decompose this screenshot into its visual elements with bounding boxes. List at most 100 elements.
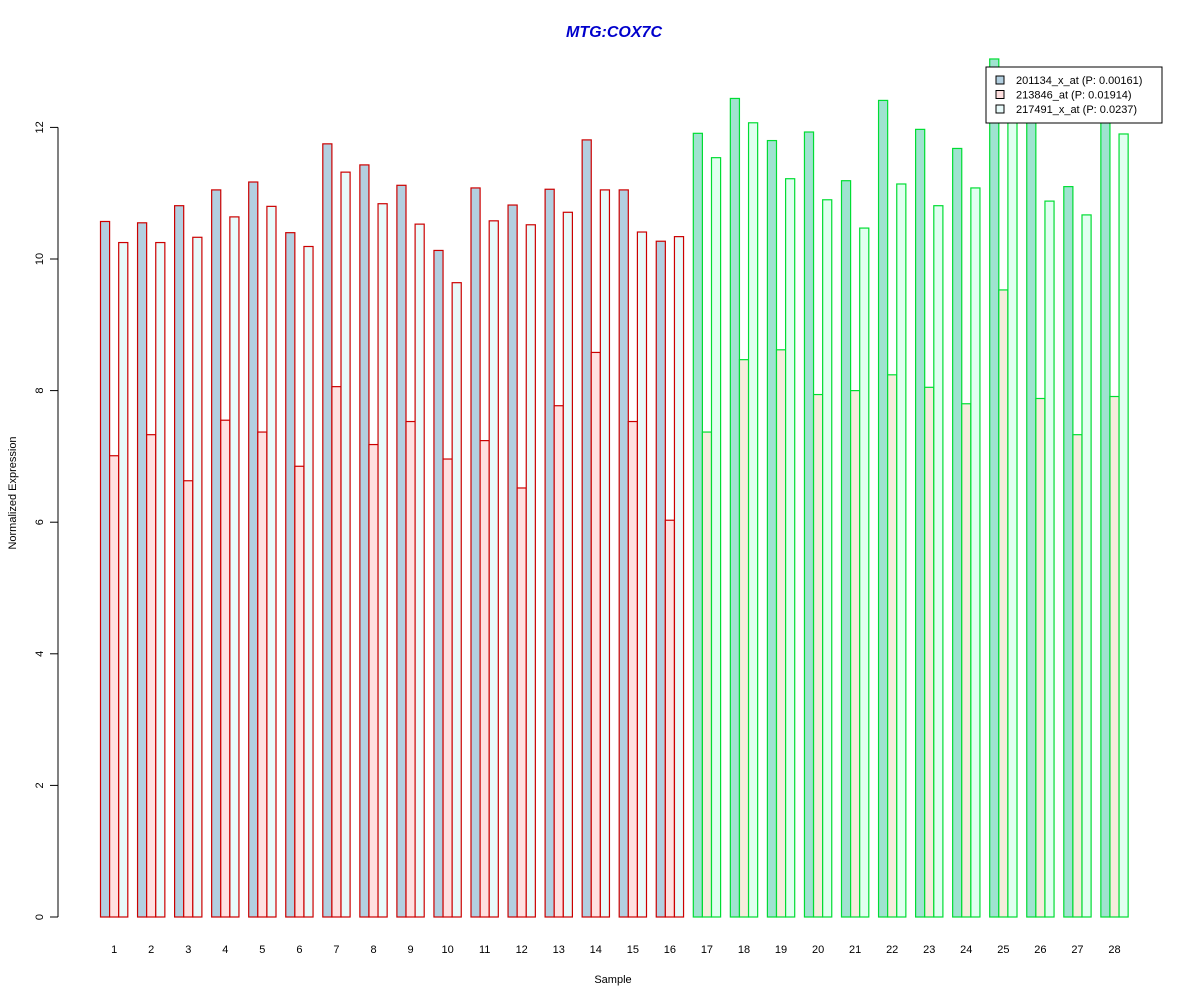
bar	[488, 220, 499, 918]
bar	[433, 249, 444, 918]
bar	[738, 359, 750, 918]
y-axis-label: Normalized Expression	[7, 436, 19, 549]
bar	[248, 181, 259, 918]
bar	[303, 245, 314, 918]
bar	[266, 205, 277, 918]
bar	[118, 241, 129, 918]
legend-swatch	[995, 104, 1005, 114]
bar	[896, 183, 907, 918]
bar	[229, 216, 240, 918]
bar	[655, 240, 666, 918]
bar	[1081, 214, 1092, 918]
x-tick-label: 9	[407, 944, 413, 956]
bar	[396, 184, 407, 918]
bar	[840, 180, 852, 918]
y-tick-label: 2	[34, 782, 46, 788]
bar	[507, 204, 518, 918]
x-tick-label: 15	[627, 944, 639, 956]
bar	[108, 455, 120, 918]
bar	[729, 97, 741, 918]
y-axis: 0 2 4 6 8 10 12	[34, 121, 59, 920]
x-tick-label: 28	[1108, 944, 1120, 956]
bar	[257, 431, 268, 918]
bar	[664, 519, 676, 918]
x-tick-label: 8	[370, 944, 376, 956]
bar	[294, 465, 305, 918]
bar	[924, 386, 935, 918]
bar	[701, 431, 713, 918]
bar	[414, 223, 425, 918]
bar	[1100, 113, 1111, 918]
bars	[99, 58, 1129, 918]
bar	[775, 349, 787, 918]
x-tick-label: 23	[923, 944, 935, 956]
bar	[989, 58, 1000, 918]
x-tick-label: 14	[590, 944, 602, 956]
bar	[1072, 434, 1083, 918]
bar	[562, 211, 573, 918]
bar	[961, 403, 972, 918]
x-tick-label: 13	[553, 944, 565, 956]
x-tick-label: 3	[185, 944, 191, 956]
bar	[1044, 200, 1055, 918]
x-tick-label: 1	[111, 944, 117, 956]
bar	[525, 224, 536, 918]
bar	[914, 128, 926, 918]
bar	[887, 374, 898, 918]
bar	[784, 178, 796, 918]
bar	[590, 351, 601, 918]
legend-entry: 213846_at (P: 0.01914)	[1016, 90, 1132, 102]
y-tick-label: 6	[34, 519, 46, 525]
bar	[581, 139, 592, 918]
bar	[136, 222, 148, 918]
x-tick-label: 19	[775, 944, 787, 956]
x-tick-label: 22	[886, 944, 898, 956]
bar	[1026, 113, 1037, 918]
x-tick-label: 18	[738, 944, 750, 956]
bar	[451, 282, 462, 918]
legend-entry: 201134_x_at (P: 0.00161)	[1016, 75, 1142, 87]
bar	[553, 405, 564, 918]
bar	[285, 232, 296, 918]
bar	[812, 393, 824, 918]
bar	[636, 231, 648, 918]
bar	[516, 487, 527, 918]
x-tick-label: 17	[701, 944, 713, 956]
bar	[859, 227, 870, 918]
bar	[1118, 133, 1129, 918]
bar	[174, 205, 185, 918]
bar	[970, 187, 981, 918]
bar	[933, 205, 944, 918]
bar	[183, 480, 194, 918]
bar	[470, 187, 481, 918]
bar	[331, 386, 342, 918]
x-tick-label: 10	[441, 944, 453, 956]
bar	[544, 188, 555, 918]
legend-swatch	[995, 90, 1005, 99]
x-tick-label: 12	[516, 944, 528, 956]
bar	[710, 157, 722, 918]
x-tick-label: 16	[664, 944, 676, 956]
y-tick-label: 8	[34, 388, 46, 394]
x-axis-label: Sample	[594, 974, 631, 986]
bar	[99, 220, 111, 918]
bar	[1035, 397, 1046, 918]
bar	[692, 132, 703, 918]
legend-swatch	[995, 75, 1005, 85]
x-tick-label: 27	[1071, 944, 1083, 956]
bar	[146, 434, 157, 918]
bar	[599, 189, 611, 918]
x-tick-label: 26	[1034, 944, 1046, 956]
bar	[766, 139, 778, 918]
legend-entry: 217491_x_at (P: 0.0237)	[1016, 104, 1137, 116]
x-tick-label: 4	[222, 944, 228, 956]
bar	[673, 236, 685, 918]
legend-box	[985, 66, 1163, 124]
bar	[340, 171, 351, 918]
bar	[877, 99, 889, 918]
x-tick-label: 2	[148, 944, 154, 956]
bar	[359, 164, 370, 918]
bar	[1063, 186, 1074, 918]
x-tick-label: 7	[333, 944, 339, 956]
